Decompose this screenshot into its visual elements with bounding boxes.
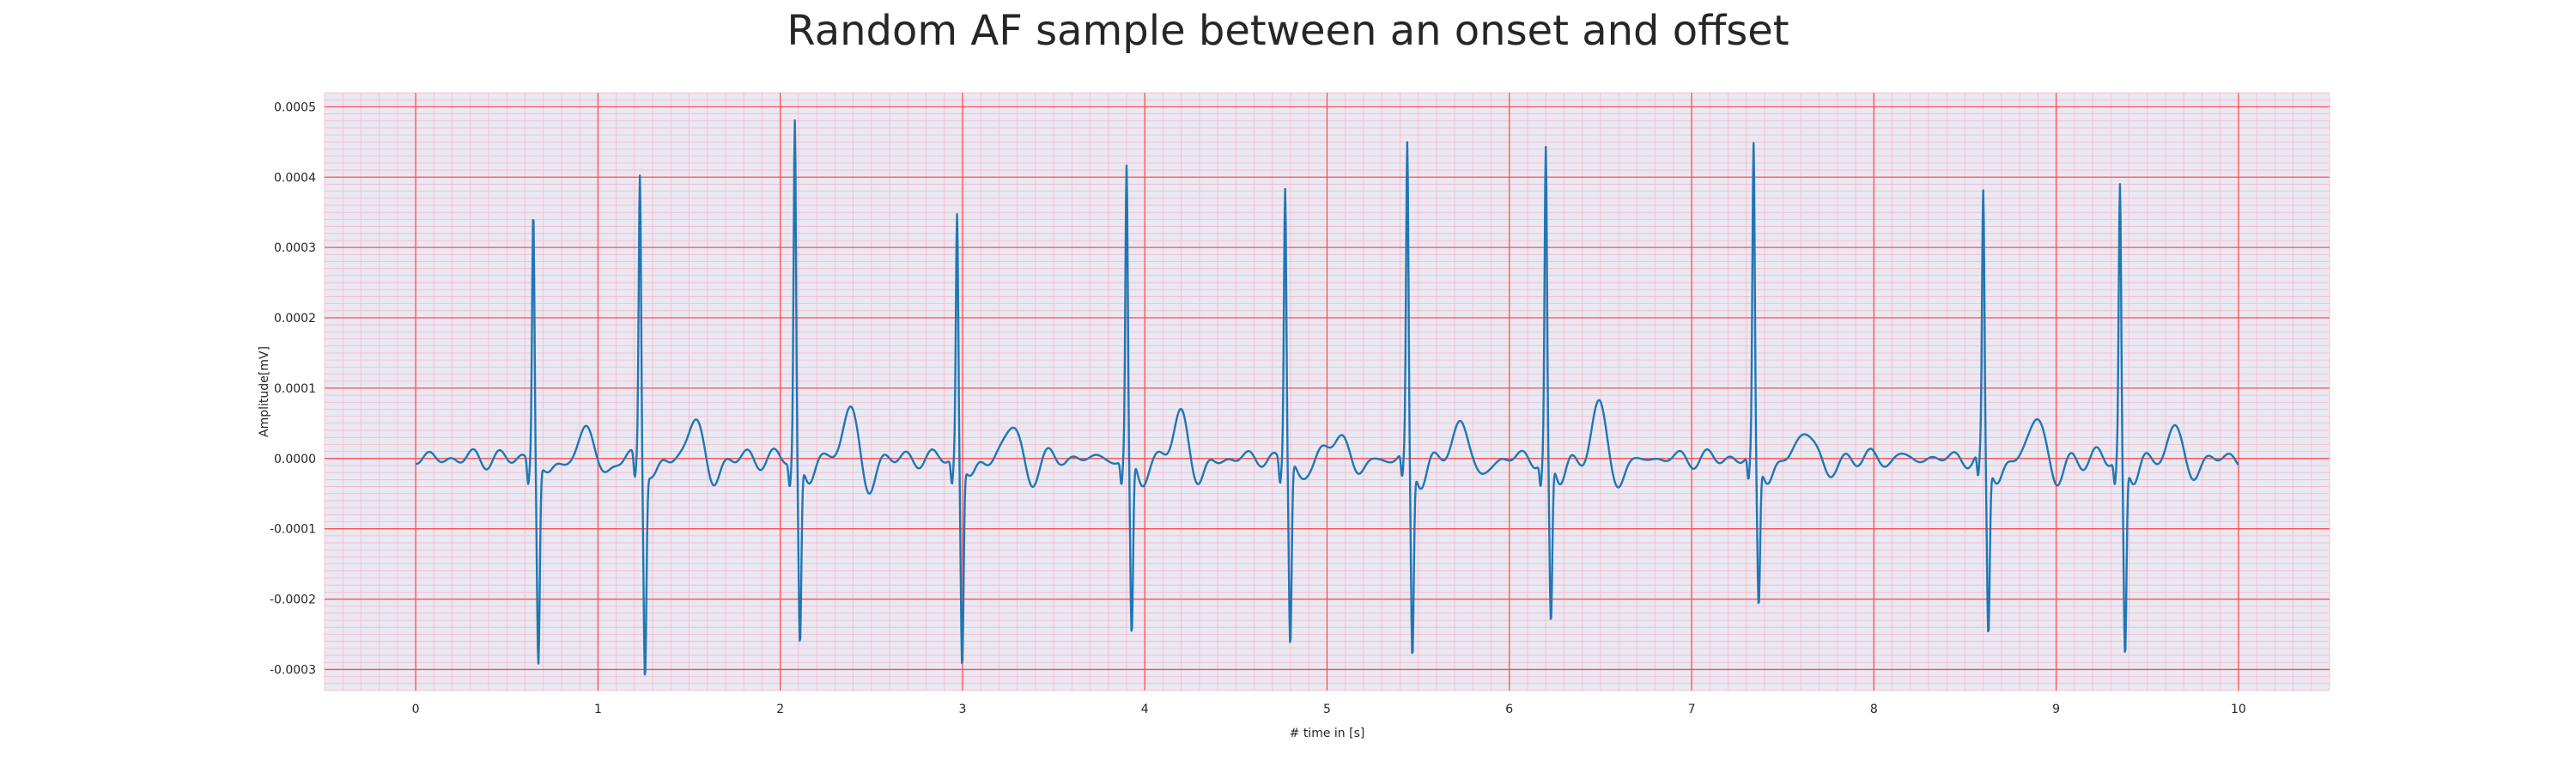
y-tick-label: -0.0001 xyxy=(270,523,316,537)
x-axis-label: # time in [s] xyxy=(1290,727,1365,740)
y-tick-label: 0.0004 xyxy=(274,171,316,185)
y-tick-label: -0.0003 xyxy=(270,663,316,677)
x-tick-label: 7 xyxy=(1688,703,1696,716)
y-axis-label: Amplitude[mV] xyxy=(258,346,271,437)
x-tick-label: 0 xyxy=(412,703,420,716)
x-axis-ticks: 0 1 2 3 4 5 6 7 8 9 10 xyxy=(412,703,2246,716)
series-group xyxy=(415,119,2239,676)
y-axis-ticks: -0.0003 -0.0002 -0.0001 0.0000 0.0001 0.0002 0… xyxy=(270,100,316,677)
x-tick-label: 3 xyxy=(958,703,966,716)
x-tick-label: 8 xyxy=(1870,703,1878,716)
y-tick-label: 0.0000 xyxy=(274,453,316,466)
ecg-series-line xyxy=(415,119,2239,676)
x-tick-label: 6 xyxy=(1505,703,1513,716)
y-tick-label: 0.0005 xyxy=(274,100,316,114)
y-tick-label: 0.0002 xyxy=(274,312,316,326)
chart-title: Random AF sample between an onset and of… xyxy=(787,7,1789,55)
x-tick-label: 10 xyxy=(2231,703,2246,716)
x-tick-label: 2 xyxy=(776,703,784,716)
y-tick-label: 0.0001 xyxy=(274,382,316,396)
x-tick-label: 5 xyxy=(1323,703,1331,716)
y-tick-label: 0.0003 xyxy=(274,241,316,255)
x-tick-label: 9 xyxy=(2052,703,2060,716)
y-tick-label: -0.0002 xyxy=(270,593,316,607)
x-tick-label: 4 xyxy=(1141,703,1149,716)
x-tick-label: 1 xyxy=(594,703,602,716)
major-grid xyxy=(325,93,2330,691)
